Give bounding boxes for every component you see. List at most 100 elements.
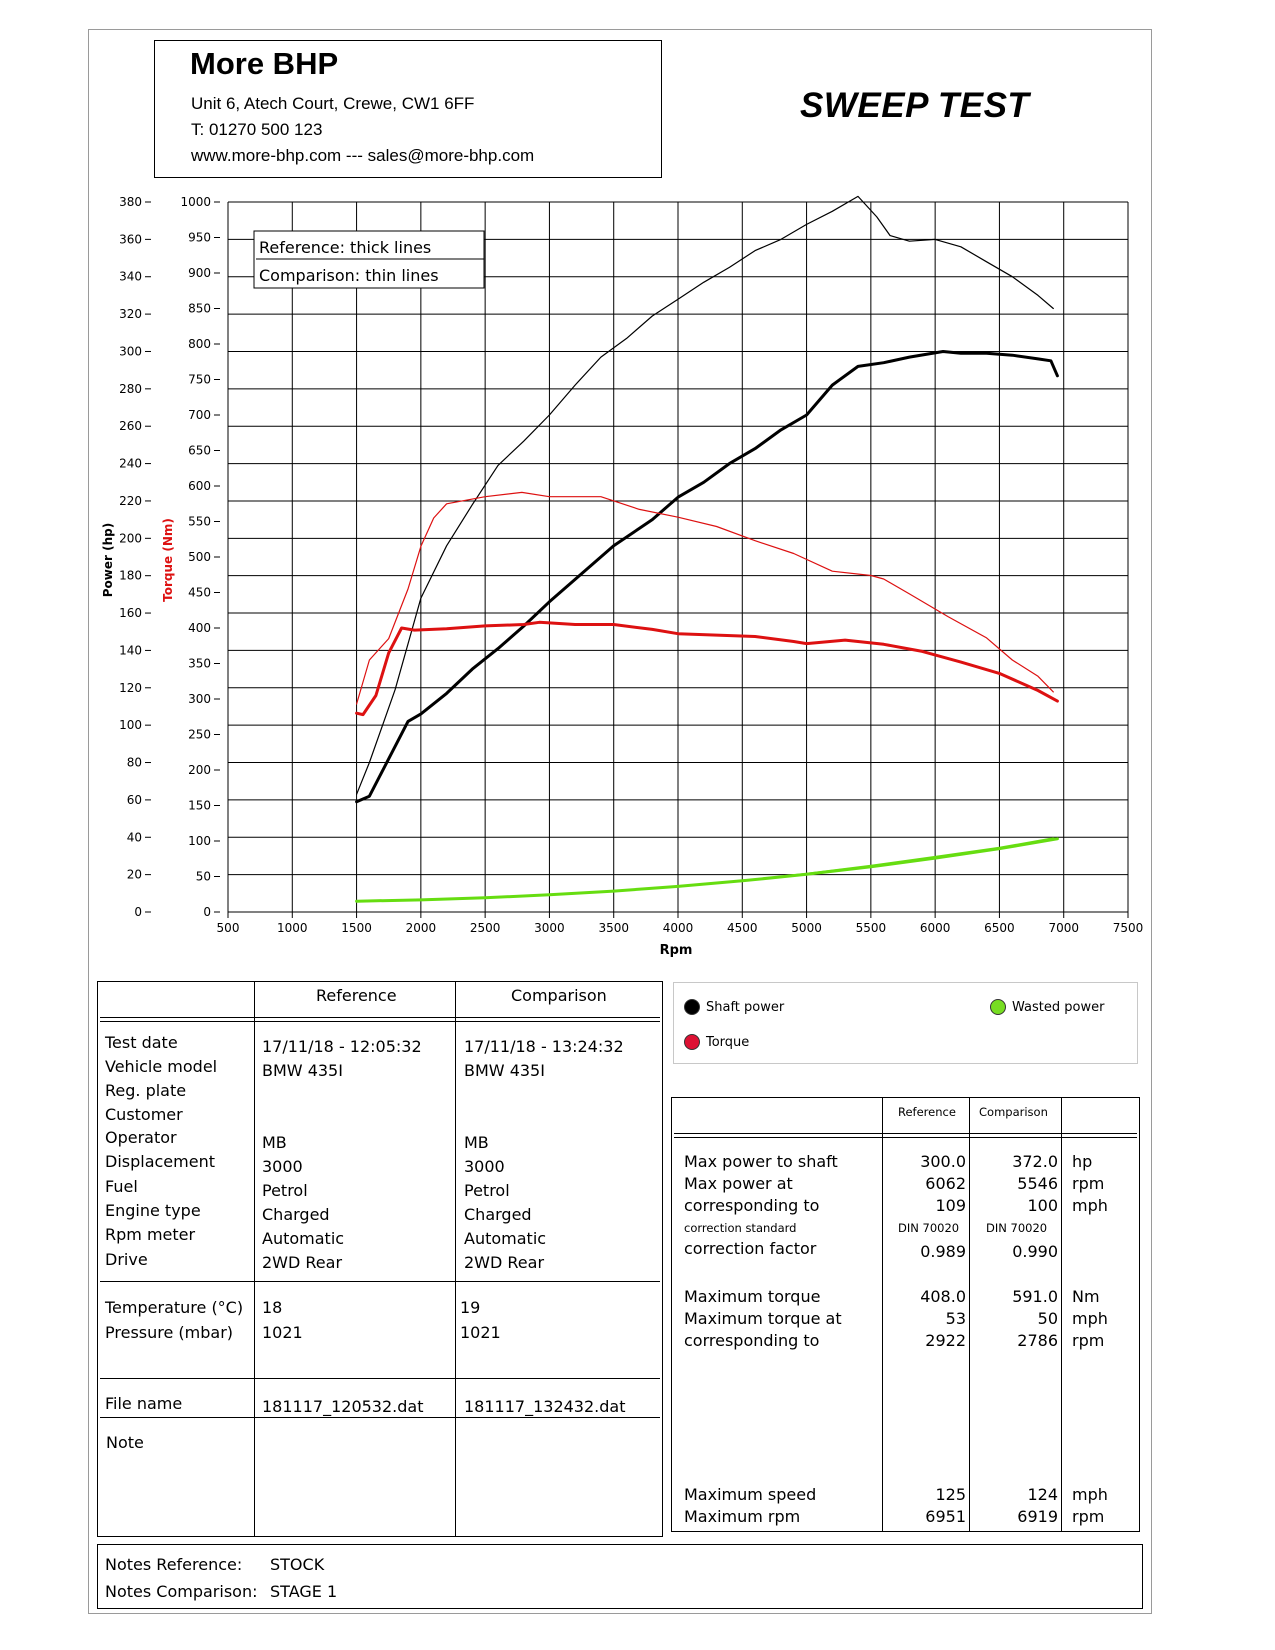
power-tick-label: 40: [127, 830, 142, 844]
chart-series: [355, 195, 1059, 903]
power-tick-label: 140: [119, 643, 142, 657]
cmp-max-speed: 124: [1027, 1485, 1058, 1504]
cmp-vehicle-model: BMW 435I: [464, 1061, 545, 1080]
label-pressure: Pressure (mbar): [105, 1323, 234, 1342]
x-tick-label: 7000: [1048, 921, 1079, 935]
ref-power-corresponding: 109: [935, 1196, 966, 1215]
ref-vehicle-model: BMW 435I: [262, 1061, 343, 1080]
unit-max-torque: Nm: [1072, 1287, 1100, 1306]
power-tick-label: 340: [119, 270, 142, 284]
page-frame: [88, 29, 1152, 1614]
label-test-date: Test date: [105, 1033, 178, 1052]
wasted-power-reference-line: [355, 837, 1059, 903]
power-tick-label: 0: [134, 905, 142, 919]
company-address: Unit 6, Atech Court, Crewe, CW1 6FF: [191, 94, 475, 113]
x-tick-label: 3500: [598, 921, 629, 935]
label-displacement: Displacement: [105, 1152, 215, 1171]
torque-tick-label: 350: [188, 657, 211, 671]
torque-tick-label: 400: [188, 621, 211, 635]
label-max-power-at: Max power at: [684, 1174, 793, 1193]
x-tick-label: 500: [217, 921, 240, 935]
shaft-power-reference-line: [355, 350, 1059, 804]
label-file-name: File name: [105, 1394, 183, 1413]
results-col-reference: Reference: [898, 1105, 956, 1119]
power-tick-label: 220: [119, 494, 142, 508]
label-fuel: Fuel: [105, 1177, 138, 1196]
label-max-torque: Maximum torque: [684, 1287, 821, 1306]
cmp-power-corresponding: 100: [1027, 1196, 1058, 1215]
cmp-max-power: 372.0: [1012, 1152, 1058, 1171]
label-engine-type: Engine type: [105, 1201, 201, 1220]
ref-test-date: 17/11/18 - 12:05:32: [262, 1037, 422, 1056]
label-customer: Customer: [105, 1105, 183, 1124]
label-power-corresponding: corresponding to: [684, 1196, 820, 1215]
power-tick-label: 120: [119, 681, 142, 695]
legend-torque: Torque: [706, 1035, 750, 1050]
legend-reference-line: Reference: thick lines: [259, 238, 431, 257]
ref-torque-corresponding: 2922: [925, 1331, 966, 1350]
notes-comparison-value: STAGE 1: [270, 1582, 338, 1601]
ref-file-name: 181117_120532.dat: [262, 1397, 424, 1416]
power-tick-label: 320: [119, 307, 142, 321]
results-col-comparison: Comparison: [979, 1105, 1048, 1119]
unit-torque-corresponding: rpm: [1072, 1331, 1105, 1350]
label-max-speed: Maximum speed: [684, 1485, 817, 1504]
legend-shaft-power: Shaft power: [706, 1000, 785, 1015]
power-tick-label: 280: [119, 382, 142, 396]
power-tick-label: 20: [127, 868, 142, 882]
power-tick-label: 200: [119, 531, 142, 545]
ref-fuel: Petrol: [262, 1181, 308, 1200]
cmp-temperature: 19: [460, 1298, 481, 1317]
unit-max-power-at: rpm: [1072, 1174, 1105, 1193]
label-drive: Drive: [105, 1250, 148, 1269]
x-tick-label: 3000: [534, 921, 565, 935]
x-tick-label: 5500: [856, 921, 887, 935]
dyno-chart: 500 1000 1500 2000 2500 3000 3500 4000 4500 5000 5…: [101, 195, 1143, 958]
cmp-max-rpm: 6919: [1017, 1507, 1058, 1526]
legend-wasted-power: Wasted power: [1012, 1000, 1105, 1015]
power-tick-label: 180: [119, 569, 142, 583]
power-tick-label: 100: [119, 718, 142, 732]
ref-displacement: 3000: [262, 1157, 303, 1176]
x-tick-label: 4000: [663, 921, 694, 935]
ref-rpm-meter: Automatic: [262, 1229, 345, 1248]
torque-tick-label: 250: [188, 728, 211, 742]
torque-tick-label: 750: [188, 373, 211, 387]
cmp-displacement: 3000: [464, 1157, 505, 1176]
company-header-box: [154, 40, 662, 178]
legend-comparison-line: Comparison: thin lines: [259, 266, 439, 285]
notes-reference-value: STOCK: [270, 1555, 325, 1574]
shaft-power-swatch: [684, 999, 700, 1015]
torque-tick-label: 450: [188, 586, 211, 600]
report-title: SWEEP TEST: [800, 86, 1030, 125]
cmp-file-name: 181117_132432.dat: [464, 1397, 626, 1416]
ref-drive: 2WD Rear: [262, 1253, 343, 1272]
label-max-rpm: Maximum rpm: [684, 1507, 801, 1526]
label-operator: Operator: [105, 1128, 177, 1147]
torque-tick-label: 950: [188, 231, 211, 245]
ref-pressure: 1021: [262, 1323, 303, 1342]
ref-correction-standard: DIN 70020: [898, 1221, 960, 1235]
torque-tick-label: 100: [188, 834, 211, 848]
ref-max-speed: 125: [935, 1485, 966, 1504]
ref-max-torque: 408.0: [920, 1287, 966, 1306]
cmp-torque-corresponding: 2786: [1017, 1331, 1058, 1350]
unit-power-corresponding: mph: [1072, 1196, 1108, 1215]
torque-tick-label: 300: [188, 692, 211, 706]
ref-temperature: 18: [262, 1298, 283, 1317]
torque-tick-label: 550: [188, 515, 211, 529]
cmp-pressure: 1021: [460, 1323, 501, 1342]
torque-swatch: [684, 1034, 700, 1050]
cmp-engine-type: Charged: [464, 1205, 532, 1224]
shaft-power-comparison-line: [356, 195, 1054, 795]
company-name: More BHP: [190, 46, 339, 81]
label-note: Note: [106, 1433, 144, 1452]
label-vehicle-model: Vehicle model: [105, 1057, 218, 1076]
cmp-drive: 2WD Rear: [464, 1253, 545, 1272]
torque-tick-label: 500: [188, 550, 211, 564]
cmp-max-power-at: 5546: [1017, 1174, 1058, 1193]
cmp-correction-factor: 0.990: [1012, 1242, 1058, 1261]
info-col-reference: Reference: [316, 986, 397, 1005]
unit-max-torque-at: mph: [1072, 1309, 1108, 1328]
chart-ticks: 500 1000 1500 2000 2500 3000 3500 4000 4500 5000 5…: [119, 195, 1143, 935]
